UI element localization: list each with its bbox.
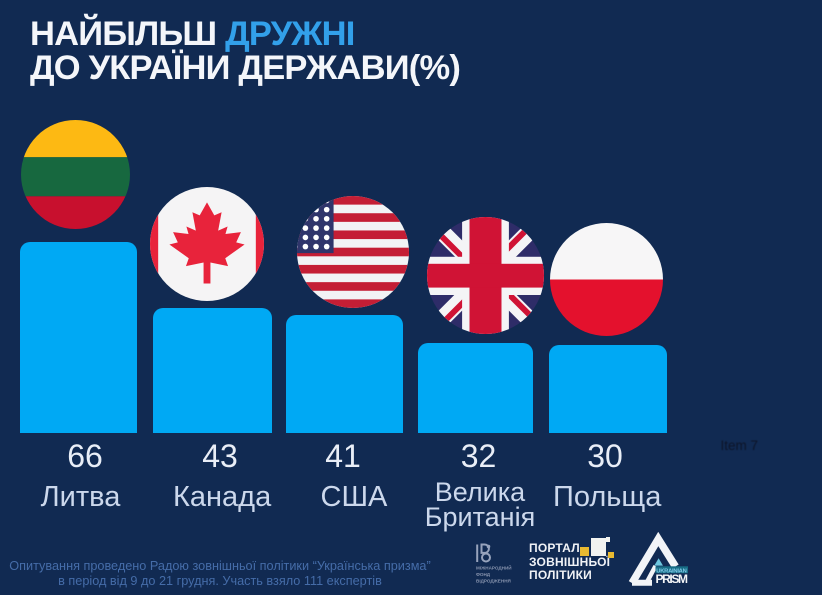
svg-text:UKRAINIAN: UKRAINIAN <box>656 568 687 574</box>
svg-text:ФОНД: ФОНД <box>476 572 491 577</box>
svg-text:МІЖНАРОДНИЙ: МІЖНАРОДНИЙ <box>476 564 512 571</box>
svg-text:ВІДРОДЖЕННЯ: ВІДРОДЖЕННЯ <box>476 579 511 584</box>
svg-text:PRISM: PRISM <box>656 572 689 586</box>
